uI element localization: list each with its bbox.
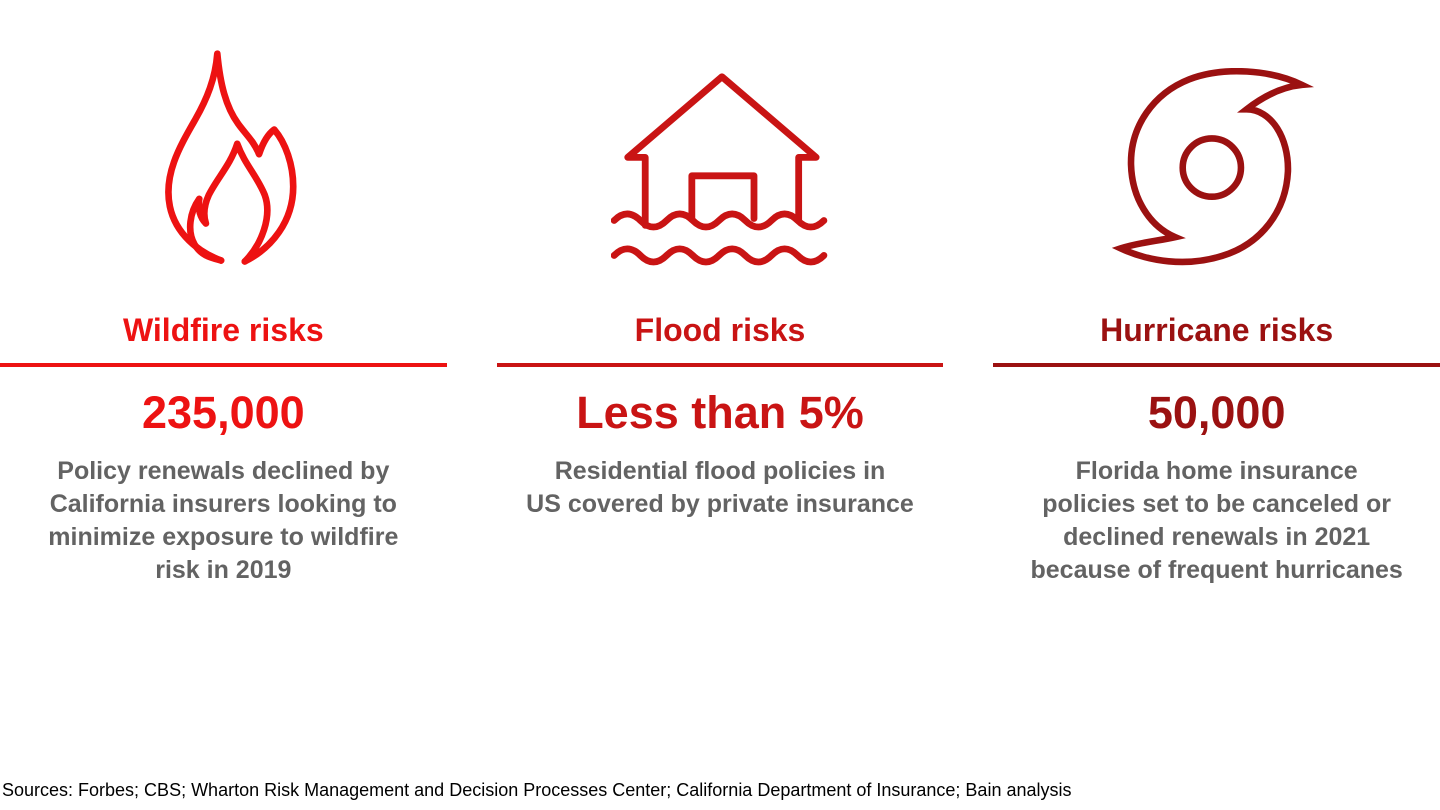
column-divider <box>0 362 447 367</box>
hurricane-icon <box>1111 68 1314 266</box>
flooded-house-icon <box>610 73 828 266</box>
column-flood: Flood risks Less than 5% Residential flo… <box>496 40 944 587</box>
flame-icon <box>165 50 297 265</box>
column-hurricane: Hurricane risks 50,000 Florida home insu… <box>993 40 1440 587</box>
stat-description: Florida home insurance policies set to b… <box>1030 456 1403 584</box>
stat-value: 50,000 <box>1147 386 1286 438</box>
stat-description: Residential flood policies in US covered… <box>526 456 914 518</box>
stat-description: Policy renewals declined by California i… <box>48 456 399 584</box>
column-title: Wildfire risks <box>122 312 324 348</box>
column-wildfire: Wildfire risks 235,000 Policy renewals d… <box>0 40 447 587</box>
column-divider <box>993 362 1440 367</box>
stat-columns: Wildfire risks 235,000 Policy renewals d… <box>0 40 1440 587</box>
icon-area-flood <box>497 40 944 270</box>
icon-area-hurricane <box>993 40 1440 270</box>
sources-note: Sources: Forbes; CBS; Wharton Risk Manag… <box>2 780 1072 801</box>
column-divider <box>496 362 944 367</box>
column-title: Flood risks <box>634 312 806 348</box>
stat-value: Less than 5% <box>576 386 864 438</box>
column-title: Hurricane risks <box>1100 312 1334 348</box>
stat-value: 235,000 <box>141 386 305 438</box>
icon-area-wildfire <box>0 40 447 270</box>
